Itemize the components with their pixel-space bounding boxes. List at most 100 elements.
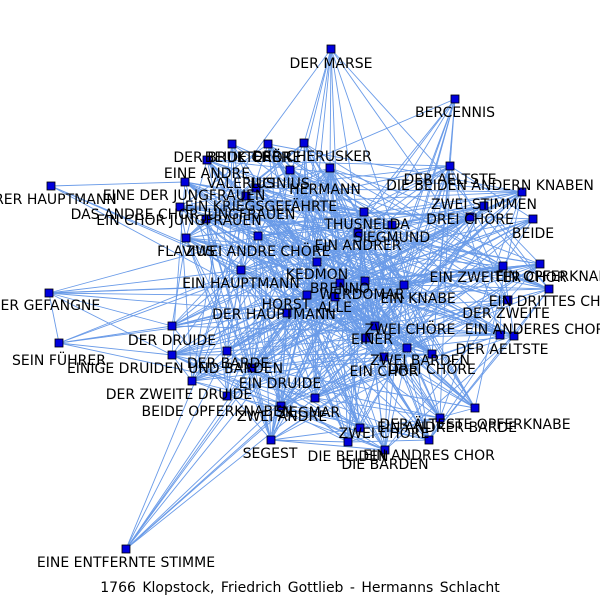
graph-edge [374,325,433,355]
graph-node [202,155,212,165]
node-label: DREI CHÖRE [426,210,514,228]
graph-edge [391,224,504,267]
graph-edge [357,232,405,286]
graph-node [167,321,177,331]
graph-edge [406,347,476,409]
graph-node [187,376,197,386]
graph-node [167,350,177,360]
graph-edge [125,397,316,550]
node-label: DREI CHÖRE [388,360,476,378]
node-label: DER AELTSTE [404,172,497,188]
node-label: BEIDE CHÖRE [205,148,302,166]
node-label: DER ÄLTESTE OPFERKNABE [379,415,570,433]
graph-edge [251,347,408,369]
graph-edge [303,48,332,144]
graph-edge [403,284,408,349]
graph-edge [257,235,366,282]
node-label: DER BRUKTERER [173,150,290,166]
graph-edge [171,232,359,327]
graph-node [299,138,309,148]
graph-edge [257,224,393,237]
graph-edge [483,205,541,265]
node-label: ZWEI CHÖRE [365,320,456,338]
graph-node [236,265,246,275]
node-label: DER ZWEITE DRUIDE [106,387,253,403]
graph-edge [449,165,504,267]
graph-edge [171,261,318,356]
graph-edge [58,342,316,399]
graph-edge [374,325,501,336]
graph-edge [240,269,282,407]
graph-edge [206,159,451,167]
graph-edge [185,237,253,369]
graph-edge [334,296,385,358]
graph-edge [329,167,405,286]
graph-edge [364,280,386,451]
graph-node [326,44,336,54]
node-label: EINER [351,332,393,348]
graph-edge [384,299,509,451]
graph-node [310,393,320,403]
graph-edge [314,265,504,399]
graph-edge [374,263,541,327]
graph-edge [286,312,385,358]
graph-edge [226,232,359,352]
graph-edge [364,280,367,339]
graph-edge [48,235,259,294]
graph-node [241,191,251,201]
graph-edge [363,211,476,409]
node-label: EINE ENTFERNTE STIMME [37,555,215,571]
graph-edge [171,325,272,441]
node-label: KEDMON [286,267,348,283]
graph-edge [125,294,308,550]
node-label: WERDOMAR [319,287,405,303]
graph-node [528,214,538,224]
figure-caption: 1766 Klopstock, Friedrich Gottlieb - Her… [100,580,500,596]
graph-node [253,231,263,241]
graph-node [370,321,380,331]
graph-edge [125,269,242,550]
graph-edge [171,354,441,419]
graph-edge [48,292,60,344]
node-label: EINE ANDRE [164,166,250,182]
graph-node [360,276,370,286]
node-label: DER GEFANGNE [0,298,100,314]
graph-edge [383,356,476,409]
node-label: DER BARDE [187,356,269,372]
graph-edge [48,292,288,314]
node-label: EIN ANDRER BARDE [377,420,517,436]
graph-node [263,139,273,149]
graph-edge [449,98,456,167]
graph-edge [50,185,242,271]
graph-node [121,544,131,554]
graph-edge [316,218,534,263]
node-label: DER AELTSTE [456,342,549,358]
graph-node [535,259,545,269]
graph-edge [428,334,501,441]
graph-edge [226,269,242,352]
graph-node [424,435,434,445]
graph-edge [428,335,515,441]
graph-node [46,181,56,191]
graph-edge [257,235,282,407]
graph-edge [286,312,515,337]
graph-edge [403,191,523,286]
graph-node [399,280,409,290]
graph-edge [316,232,359,263]
node-label: ZWEI BARDEN [370,353,470,369]
graph-edge [347,224,393,443]
node-label: DER ZWEITE [462,306,550,322]
node-label: EIN ZWEITER CHOR [430,270,567,286]
graph-edge [251,337,367,369]
graph-edge [507,263,541,301]
graph-node [54,338,64,348]
graph-edge [280,405,386,451]
graph-edge [240,261,318,271]
graph-node [495,330,505,340]
graph-edge [240,232,359,271]
graph-edge [255,187,523,193]
graph-edge [289,169,541,265]
graph-edge [316,224,393,263]
graph-edge [251,367,476,409]
